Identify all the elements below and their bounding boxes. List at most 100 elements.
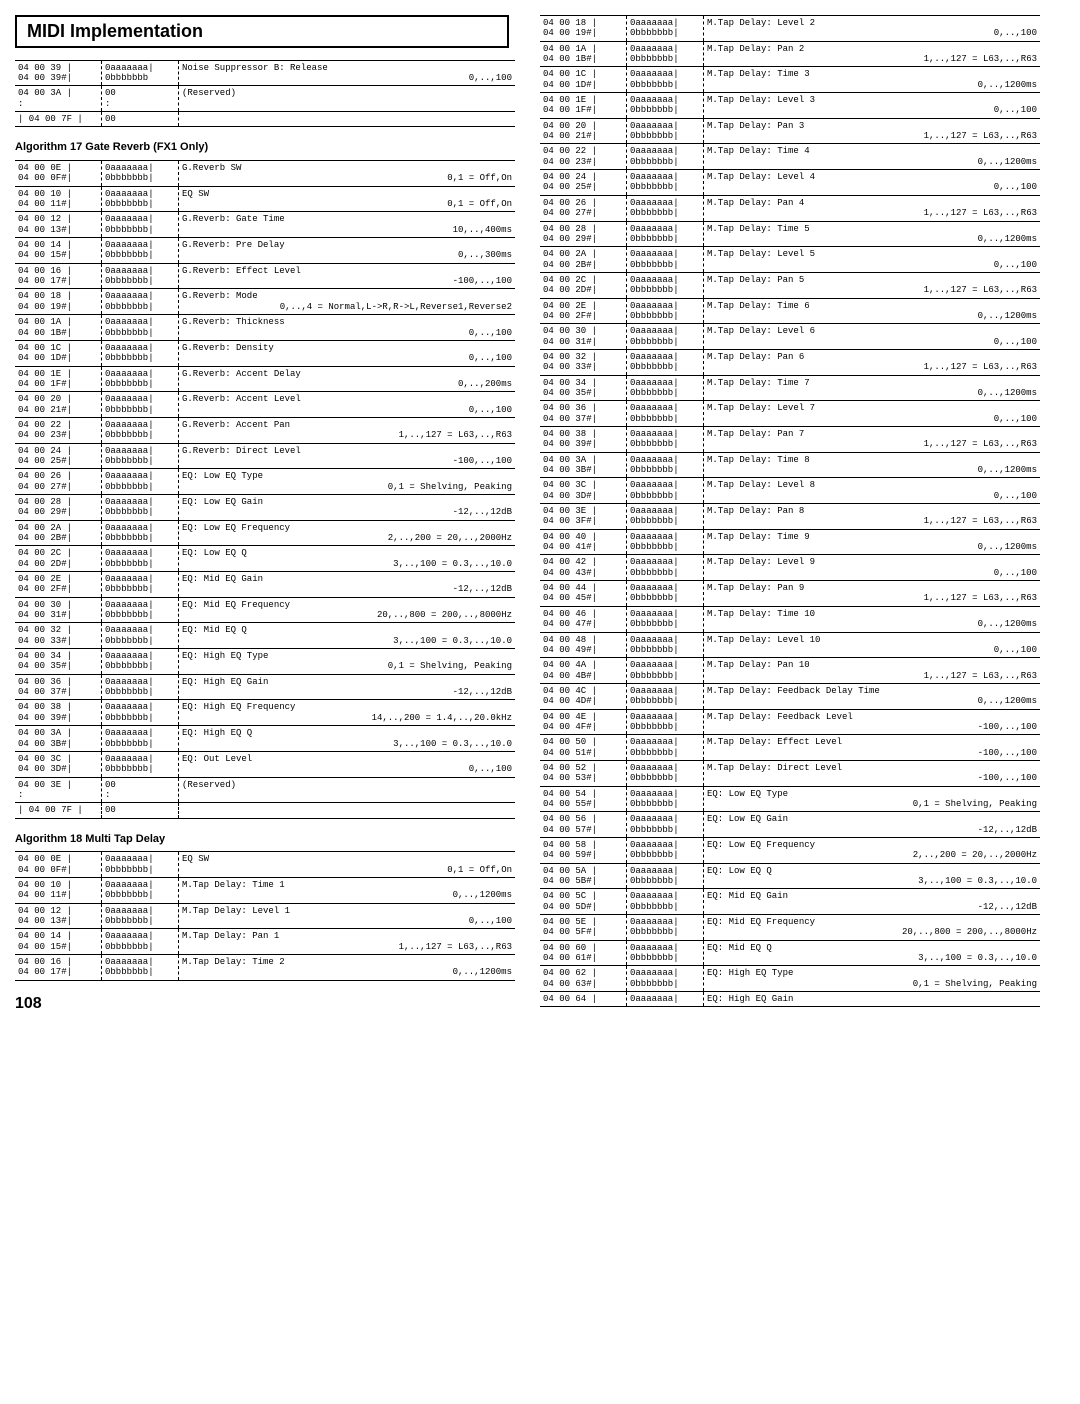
addr-cell: 04 00 22 | 04 00 23#| [540,144,627,170]
param-range: 1,..,127 = L63,..,R63 [182,942,512,952]
desc-cell: G.Reverb: Accent Level0,..,100 [179,392,516,418]
desc-cell: M.Tap Delay: Time 30,..,1200ms [704,67,1041,93]
table-row: 04 00 5C | 04 00 5D#|0aaaaaaa| 0bbbbbbb|… [540,889,1040,915]
param-name: M.Tap Delay: Pan 7 [707,429,804,439]
addr-cell: 04 00 2C | 04 00 2D#| [540,272,627,298]
table-row: 04 00 56 | 04 00 57#|0aaaaaaa| 0bbbbbbb|… [540,812,1040,838]
desc-cell: M.Tap Delay: Level 100,..,100 [704,632,1041,658]
addr-cell: 04 00 5E | 04 00 5F#| [540,915,627,941]
param-name: M.Tap Delay: Time 2 [182,957,285,967]
param-range: 3,..,100 = 0.3,..,10.0 [707,953,1037,963]
addr-cell: 04 00 4A | 04 00 4B#| [540,658,627,684]
addr-cell: 04 00 10 | 04 00 11#| [15,877,102,903]
param-range: 0,..,100 [182,73,512,83]
desc-cell: G.Reverb: Effect Level-100,..,100 [179,263,516,289]
table-row: 04 00 22 | 04 00 23#|0aaaaaaa| 0bbbbbbb|… [15,417,515,443]
algo18-title: Algorithm 18 Multi Tap Delay [15,833,515,846]
desc-cell: M.Tap Delay: Level 40,..,100 [704,170,1041,196]
param-range: 0,..,100 [182,328,512,338]
addr-cell: 04 00 2A | 04 00 2B#| [15,520,102,546]
data-cell: 0aaaaaaa| 0bbbbbbb| [627,606,704,632]
param-range: 2,..,200 = 20,..,2000Hz [707,850,1037,860]
param-range: 0,..,100 [707,337,1037,347]
desc-cell: M.Tap Delay: Feedback Level-100,..,100 [704,709,1041,735]
param-range: 1,..,127 = L63,..,R63 [707,208,1037,218]
param-name: EQ: High EQ Type [182,651,268,661]
data-cell: 0aaaaaaa| 0bbbbbbb| [627,41,704,67]
desc-cell: G.Reverb SW0,1 = Off,On [179,161,516,187]
data-cell: 0aaaaaaa| 0bbbbbbb| [627,144,704,170]
param-range: 0,..,1200ms [707,542,1037,552]
addr-cell: 04 00 36 | 04 00 37#| [15,674,102,700]
page-number: 108 [15,995,515,1013]
param-range: 0,..,100 [182,405,512,415]
table-row: 04 00 62 | 04 00 63#|0aaaaaaa| 0bbbbbbb|… [540,966,1040,992]
addr-cell: 04 00 4C | 04 00 4D#| [540,683,627,709]
algo17-title: Algorithm 17 Gate Reverb (FX1 Only) [15,141,515,154]
param-range: 0,..,1200ms [182,967,512,977]
table-row: 04 00 34 | 04 00 35#|0aaaaaaa| 0bbbbbbb|… [15,649,515,675]
addr-cell: 04 00 58 | 04 00 59#| [540,838,627,864]
data-cell: 0aaaaaaa| 0bbbbbbb| [102,649,179,675]
param-range: 0,..,100 [182,353,512,363]
data-cell: 0aaaaaaa| 0bbbbbbb| [627,529,704,555]
table-row: 04 00 18 | 04 00 19#|0aaaaaaa| 0bbbbbbb|… [15,289,515,315]
table-row: 04 00 3C | 04 00 3D#|0aaaaaaa| 0bbbbbbb|… [15,751,515,777]
data-cell: 0aaaaaaa| 0bbbbbbb [102,60,179,86]
param-name: G.Reverb: Direct Level [182,446,301,456]
data-cell: 00 : [102,86,179,112]
data-cell: 0aaaaaaa| 0bbbbbbb| [102,700,179,726]
desc-cell: M.Tap Delay: Pan 11,..,127 = L63,..,R63 [179,929,516,955]
param-range: 0,..,1200ms [707,619,1037,629]
param-range: -100,..,100 [707,748,1037,758]
param-name: M.Tap Delay: Level 1 [182,906,290,916]
addr-cell: 04 00 24 | 04 00 25#| [540,170,627,196]
param-name: M.Tap Delay: Level 4 [707,172,815,182]
data-cell: 0aaaaaaa| 0bbbbbbb| [627,272,704,298]
param-name: M.Tap Delay: Pan 4 [707,198,804,208]
param-range: 3,..,100 = 0.3,..,10.0 [182,559,512,569]
addr-cell: 04 00 18 | 04 00 19#| [540,16,627,42]
desc-cell: EQ: High EQ Gain [704,992,1041,1007]
param-name: M.Tap Delay: Time 3 [707,69,810,79]
table-row: 04 00 12 | 04 00 13#|0aaaaaaa| 0bbbbbbb|… [15,903,515,929]
param-name: EQ: Low EQ Q [182,548,247,558]
param-range: 20,..,800 = 200,..,8000Hz [707,927,1037,937]
param-range: -12,..,12dB [182,584,512,594]
param-name: G.Reverb: Accent Pan [182,420,290,430]
desc-cell: G.Reverb: Mode0,..,4 = Normal,L->R,R->L,… [179,289,516,315]
param-range: 1,..,127 = L63,..,R63 [707,671,1037,681]
param-name: G.Reverb: Accent Delay [182,369,301,379]
param-name: M.Tap Delay: Time 1 [182,880,285,890]
addr-cell: 04 00 3A | : [15,86,102,112]
data-cell: 0aaaaaaa| 0bbbbbbb| [627,504,704,530]
desc-cell: G.Reverb: Density0,..,100 [179,340,516,366]
desc-cell: M.Tap Delay: Time 40,..,1200ms [704,144,1041,170]
param-name: M.Tap Delay: Level 7 [707,403,815,413]
data-cell: 0aaaaaaa| 0bbbbbbb| [627,863,704,889]
desc-cell: G.Reverb: Gate Time10,..,400ms [179,212,516,238]
addr-cell: 04 00 0E | 04 00 0F#| [15,161,102,187]
data-cell: 0aaaaaaa| 0bbbbbbb| [627,401,704,427]
param-range: 0,..,1200ms [707,80,1037,90]
data-cell: 0aaaaaaa| 0bbbbbbb| [102,954,179,980]
table-row: 04 00 40 | 04 00 41#|0aaaaaaa| 0bbbbbbb|… [540,529,1040,555]
param-range: -12,..,12dB [182,507,512,517]
table-row: 04 00 28 | 04 00 29#|0aaaaaaa| 0bbbbbbb|… [15,494,515,520]
page-title-bar: MIDI Implementation [15,15,509,48]
addr-cell: 04 00 10 | 04 00 11#| [15,186,102,212]
param-range: 0,..,100 [707,260,1037,270]
param-name: EQ: Mid EQ Frequency [707,917,815,927]
param-range: 10,..,400ms [182,225,512,235]
desc-cell: G.Reverb: Direct Level-100,..,100 [179,443,516,469]
addr-cell: 04 00 44 | 04 00 45#| [540,581,627,607]
addr-cell: 04 00 1E | 04 00 1F#| [540,93,627,119]
addr-cell: 04 00 2E | 04 00 2F#| [540,298,627,324]
param-range: 0,..,1200ms [707,465,1037,475]
table-row: 04 00 2C | 04 00 2D#|0aaaaaaa| 0bbbbbbb|… [15,546,515,572]
param-name: G.Reverb: Thickness [182,317,285,327]
desc-cell: M.Tap Delay: Pan 21,..,127 = L63,..,R63 [704,41,1041,67]
param-name: EQ SW [182,189,209,199]
desc-cell: M.Tap Delay: Time 20,..,1200ms [179,954,516,980]
param-name: M.Tap Delay: Level 9 [707,557,815,567]
